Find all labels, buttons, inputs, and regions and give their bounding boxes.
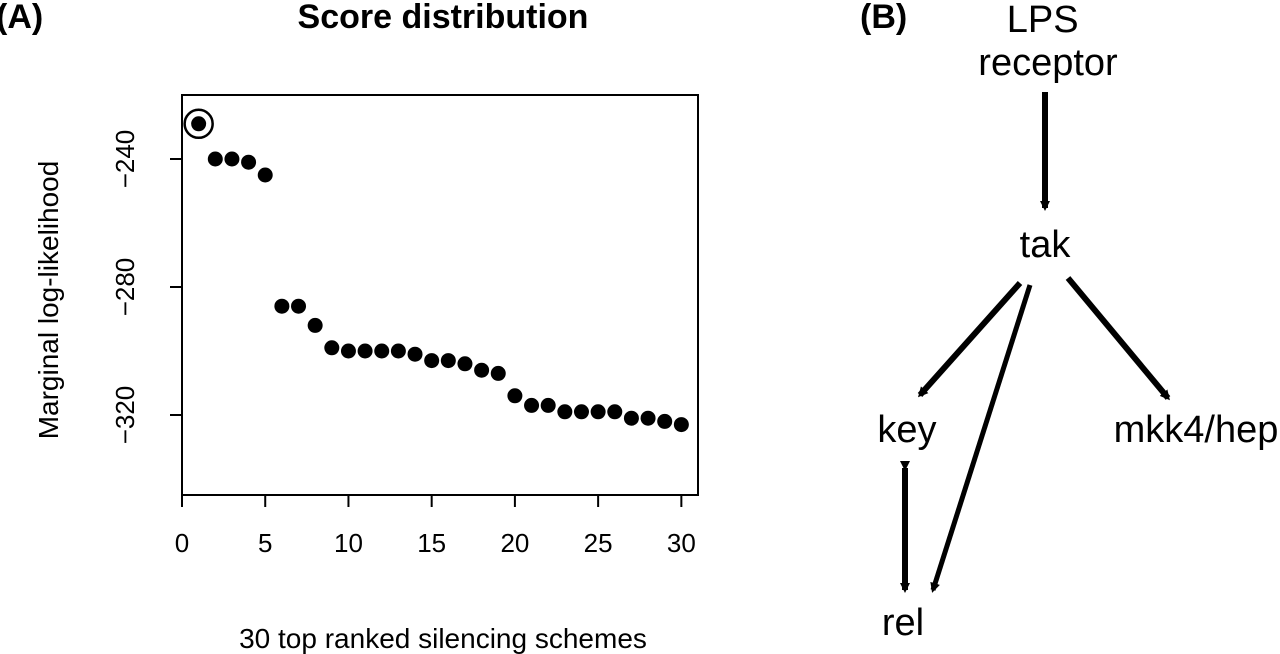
data-point bbox=[507, 388, 523, 404]
network-nodes: LPS receptor tak key mkk4/hep rel bbox=[877, 0, 1278, 644]
score-chart: Score distribution 0 5 10 15 20 25 30 −240 −280… bbox=[33, 0, 699, 654]
x-axis-label: 30 top ranked silencing schemes bbox=[239, 623, 647, 654]
node-lps-receptor: LPS receptor bbox=[978, 0, 1118, 84]
data-point bbox=[557, 404, 573, 420]
data-point bbox=[457, 356, 473, 372]
data-point bbox=[390, 343, 406, 359]
data-point bbox=[274, 298, 290, 314]
x-tick-label: 30 bbox=[667, 528, 696, 558]
y-tick-label: −320 bbox=[110, 386, 140, 445]
data-point bbox=[573, 404, 589, 420]
x-tick-label: 5 bbox=[258, 528, 272, 558]
node-key: key bbox=[877, 409, 936, 451]
data-point bbox=[407, 346, 423, 362]
data-point bbox=[590, 404, 606, 420]
data-point bbox=[657, 413, 673, 429]
data-point bbox=[607, 404, 623, 420]
data-point bbox=[324, 340, 340, 356]
data-point bbox=[540, 397, 556, 413]
data-point bbox=[307, 317, 323, 333]
panel-b-label: (B) bbox=[860, 0, 907, 36]
x-tick-label: 10 bbox=[334, 528, 363, 558]
network-diagram: LPS receptor tak key mkk4/hep rel bbox=[877, 0, 1278, 644]
plot-frame bbox=[181, 94, 699, 496]
edge-tak-key bbox=[917, 281, 1023, 398]
data-point bbox=[640, 410, 656, 426]
data-point bbox=[490, 365, 506, 381]
edge-tak-mkk4 bbox=[1065, 276, 1171, 401]
data-point bbox=[374, 343, 390, 359]
data-point bbox=[191, 116, 207, 132]
y-tick-label: −240 bbox=[110, 130, 140, 189]
data-point bbox=[241, 154, 257, 170]
edge-tak-rel bbox=[930, 284, 1033, 593]
node-tak: tak bbox=[1020, 224, 1072, 266]
x-tick-label: 20 bbox=[500, 528, 529, 558]
node-rel: rel bbox=[882, 602, 924, 644]
data-points bbox=[183, 108, 689, 433]
node-lps-line1: LPS bbox=[1007, 0, 1079, 41]
data-point bbox=[474, 362, 490, 378]
y-tick-label: −280 bbox=[110, 258, 140, 317]
data-point bbox=[207, 151, 223, 167]
data-point bbox=[291, 298, 307, 314]
x-axis: 0 5 10 15 20 25 30 bbox=[175, 495, 696, 558]
y-axis: −240 −280 −320 bbox=[110, 130, 182, 445]
x-tick-label: 25 bbox=[584, 528, 613, 558]
network-edges bbox=[900, 92, 1171, 593]
data-point bbox=[424, 353, 440, 369]
node-lps-line2: receptor bbox=[978, 42, 1118, 84]
chart-title: Score distribution bbox=[298, 0, 589, 36]
data-point bbox=[340, 343, 356, 359]
y-axis-label: Marginal log-likelihood bbox=[33, 161, 64, 440]
panel-a-label: (A) bbox=[0, 0, 43, 36]
node-mkk4-hep: mkk4/hep bbox=[1114, 409, 1279, 451]
x-tick-label: 15 bbox=[417, 528, 446, 558]
data-point bbox=[357, 343, 373, 359]
data-point bbox=[673, 417, 689, 433]
highlight-ring bbox=[183, 108, 214, 140]
data-point bbox=[440, 353, 456, 369]
data-point bbox=[257, 167, 273, 183]
data-point bbox=[524, 397, 540, 413]
data-point bbox=[224, 151, 240, 167]
x-tick-label: 0 bbox=[175, 528, 189, 558]
data-point bbox=[623, 410, 639, 426]
